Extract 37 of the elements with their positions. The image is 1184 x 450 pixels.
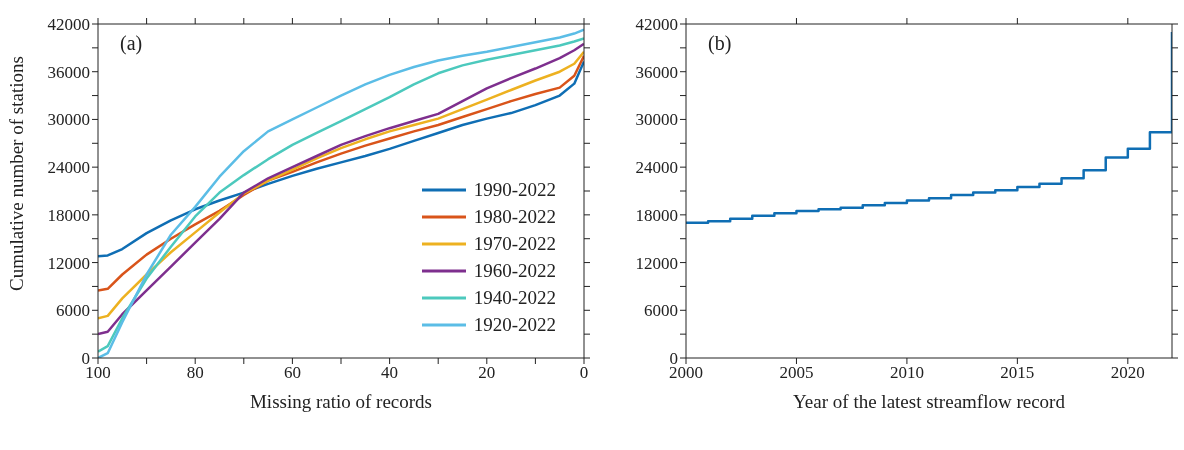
legend-label: 1940-2022 <box>473 286 556 309</box>
legend-label: 1980-2022 <box>473 205 556 228</box>
y-tick-label: 18000 <box>635 205 678 225</box>
legend-label: 1920-2022 <box>473 313 556 336</box>
y-tick-label: 36000 <box>47 62 90 82</box>
y-tick-label: 42000 <box>47 15 90 35</box>
x-tick-label: 60 <box>283 363 301 383</box>
x-tick-label: 0 <box>579 363 589 383</box>
y-tick-label: 18000 <box>47 205 90 225</box>
x-tick-label: 2000 <box>669 363 703 383</box>
y-axis-title: Cumulative number of stations <box>5 56 27 291</box>
y-tick-label: 6000 <box>56 301 90 321</box>
line-series <box>98 60 584 258</box>
legend-label: 1970-2022 <box>473 232 556 255</box>
annotation: (a) <box>120 32 143 55</box>
x-tick-label: 80 <box>186 363 204 383</box>
y-tick-label: 36000 <box>635 62 678 82</box>
y-tick-label: 12000 <box>635 253 678 273</box>
legend-label: 1960-2022 <box>473 259 556 282</box>
x-tick-label: 2015 <box>1000 363 1035 383</box>
y-tick-label: 12000 <box>47 253 90 273</box>
annotation: (b) <box>708 32 732 55</box>
x-tick-label: 2010 <box>889 363 924 383</box>
x-tick-label: 2020 <box>1110 363 1145 383</box>
x-tick-label: 20 <box>478 363 496 383</box>
y-tick-label: 30000 <box>47 110 90 130</box>
y-tick-label: 30000 <box>635 110 678 130</box>
x-tick-label: 40 <box>381 363 399 383</box>
y-tick-label: 24000 <box>635 158 678 178</box>
x-axis-title: Missing ratio of records <box>249 391 433 412</box>
y-tick-label: 42000 <box>635 15 678 35</box>
y-tick-label: 24000 <box>47 158 90 178</box>
legend-label: 1990-2022 <box>473 178 556 201</box>
x-tick-label: 100 <box>85 363 111 383</box>
x-tick-label: 2005 <box>779 363 814 383</box>
y-tick-label: 6000 <box>644 301 678 321</box>
x-axis-title: Year of the latest streamflow record <box>793 391 1066 412</box>
